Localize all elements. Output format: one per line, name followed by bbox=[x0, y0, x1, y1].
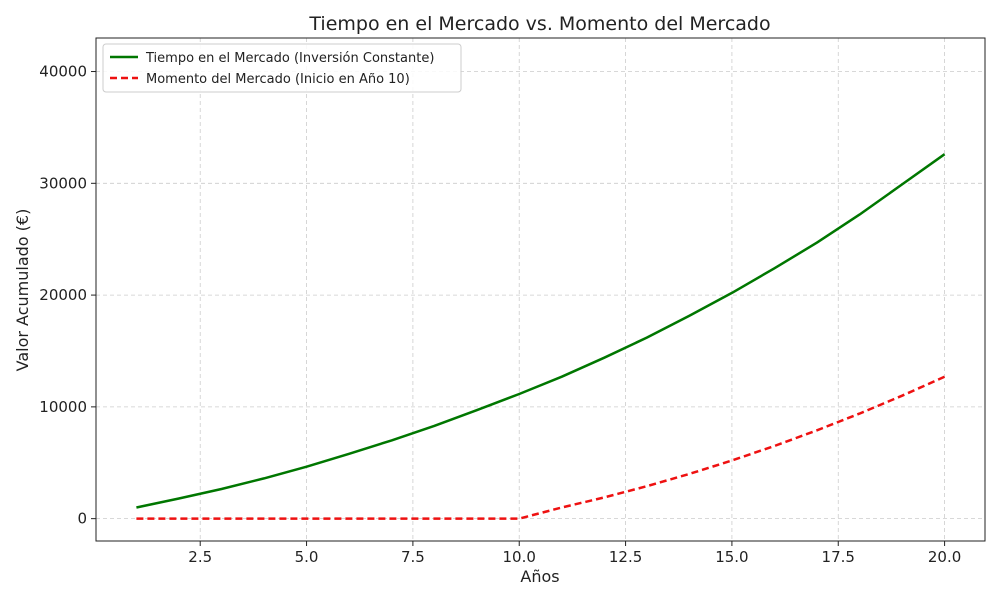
series-line-1 bbox=[136, 153, 946, 509]
series-line-2 bbox=[136, 375, 946, 520]
x-tick-label: 2.5 bbox=[188, 548, 212, 566]
y-tick-label: 30000 bbox=[39, 174, 87, 192]
x-tick-label: 15.0 bbox=[715, 548, 748, 566]
grid bbox=[96, 38, 985, 541]
legend-label-series-1: Tiempo en el Mercado (Inversión Constant… bbox=[145, 51, 434, 66]
plot-frame bbox=[95, 37, 986, 542]
x-tick-label: 5.0 bbox=[295, 548, 319, 566]
x-axis-title: Años bbox=[520, 567, 559, 586]
y-tick-label: 10000 bbox=[39, 398, 87, 416]
y-axis-title: Valor Acumulado (€) bbox=[13, 209, 32, 372]
legend-label-series-2: Momento del Mercado (Inicio en Año 10) bbox=[146, 72, 410, 87]
x-tick-label: 12.5 bbox=[609, 548, 642, 566]
x-tick-label: 7.5 bbox=[401, 548, 425, 566]
x-tick-label: 20.0 bbox=[928, 548, 961, 566]
series-layer bbox=[136, 153, 946, 520]
legend-box bbox=[102, 43, 462, 93]
y-tick-label: 40000 bbox=[39, 63, 87, 81]
y-tick-label: 0 bbox=[77, 510, 87, 528]
x-axis: 2.5 5.0 7.5 10.0 12.5 15.0 17.5 20.0 bbox=[188, 541, 961, 566]
x-tick-label: 17.5 bbox=[822, 548, 855, 566]
y-tick-label: 20000 bbox=[39, 286, 87, 304]
x-tick-label: 10.0 bbox=[503, 548, 536, 566]
legend: Tiempo en el Mercado (Inversión Constant… bbox=[102, 43, 462, 93]
y-axis: 0 10000 20000 30000 40000 bbox=[39, 63, 96, 528]
chart-title: Tiempo en el Mercado vs. Momento del Mer… bbox=[308, 13, 770, 35]
